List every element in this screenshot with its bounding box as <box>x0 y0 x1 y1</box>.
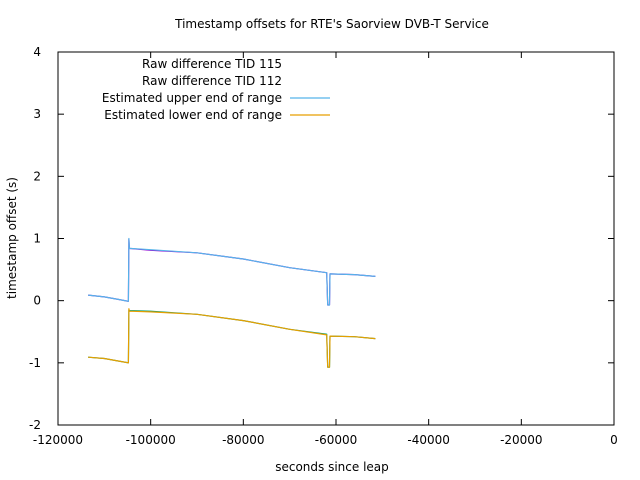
x-tick-label: -120000 <box>33 433 83 447</box>
y-tick-label: 3 <box>33 107 41 121</box>
legend-label: Raw difference TID 115 <box>142 57 282 71</box>
plot-frame <box>57 51 615 426</box>
x-tick-label: -40000 <box>407 433 450 447</box>
y-tick-label: 0 <box>33 294 41 308</box>
series-line-3 <box>88 237 376 306</box>
series-layer <box>88 237 376 368</box>
legend-label: Estimated lower end of range <box>104 108 282 122</box>
legend: Raw difference TID 115 Raw difference TID… <box>102 57 330 122</box>
y-tick-label: 4 <box>33 45 41 59</box>
x-axis-label: seconds since leap <box>275 460 389 474</box>
y-tick-label: 2 <box>33 169 41 183</box>
chart-title: Timestamp offsets for RTE's Saorview DVB… <box>174 17 489 31</box>
x-tick-label: -80000 <box>222 433 265 447</box>
legend-label: Estimated upper end of range <box>102 91 282 105</box>
y-tick-label: -2 <box>29 418 41 432</box>
x-tick-label: 0 <box>610 433 618 447</box>
y-axis-label: timestamp offset (s) <box>5 177 19 299</box>
x-tick-label: -20000 <box>500 433 543 447</box>
y-tick-label: 1 <box>33 232 41 246</box>
x-tick-label: -60000 <box>315 433 358 447</box>
legend-label: Raw difference TID 112 <box>142 74 282 88</box>
y-tick-label: -1 <box>29 356 41 370</box>
x-tick-label: -100000 <box>126 433 176 447</box>
series-line-4 <box>88 308 376 368</box>
